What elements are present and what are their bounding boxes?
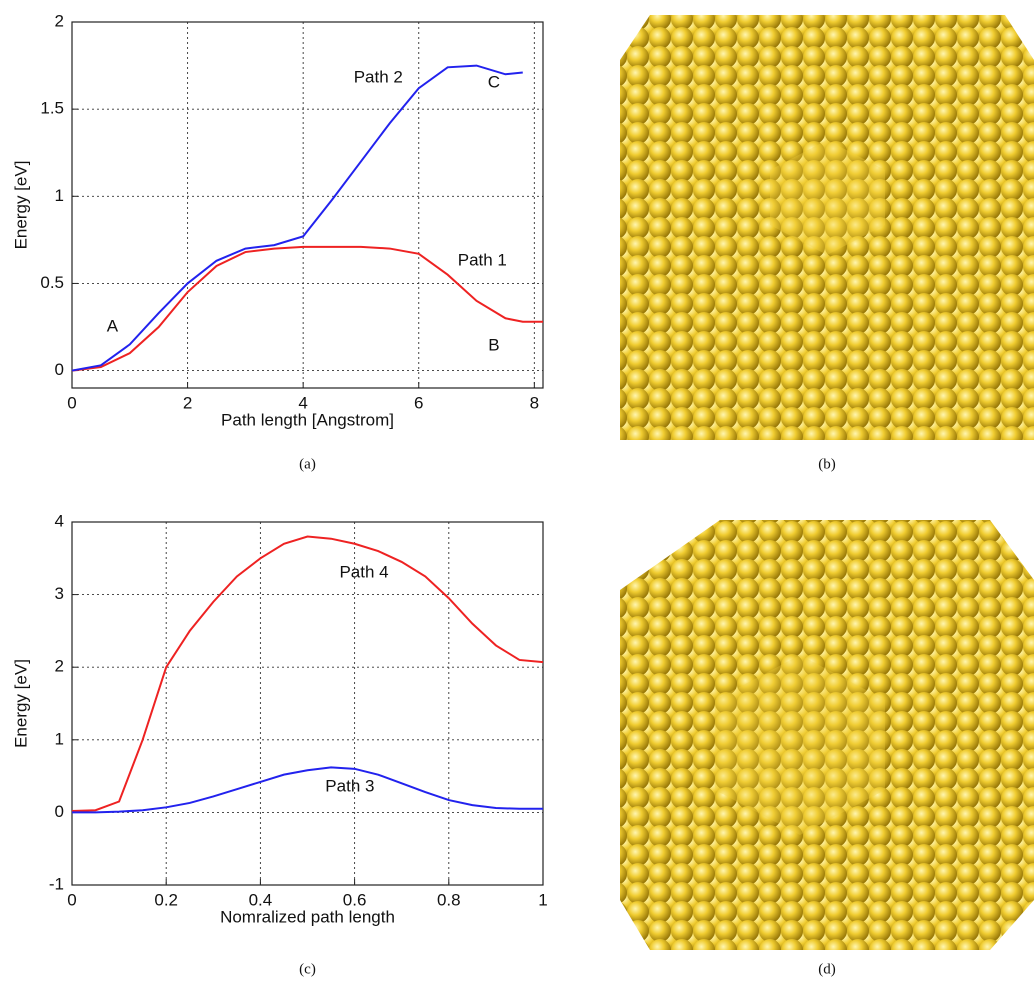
caption: (b) [818, 456, 836, 472]
y-tick-label: 0.5 [40, 273, 64, 292]
y-tick-label: 2 [55, 11, 64, 30]
x-tick-label: 8 [530, 393, 539, 412]
x-tick-label: 0.8 [437, 890, 461, 909]
line [72, 66, 523, 371]
caption: (a) [299, 456, 316, 472]
x-axis-label: Path length [Angstrom] [221, 410, 394, 429]
line [72, 767, 543, 812]
annotation: C [488, 72, 500, 91]
figure: (b) (d) 0 2 4 6 8 0 0.5 1 1.5 2 Path 2 C Path 1 A B Pat… [0, 0, 1034, 983]
y-tick-label: 4 [55, 511, 64, 530]
annotation: Path 2 [354, 67, 403, 86]
x-axis-label: Nomralized path length [220, 907, 395, 926]
y-tick-label: 1 [55, 186, 64, 205]
caption: (d) [818, 961, 836, 977]
plot-frame [72, 22, 543, 388]
annotation: Path 3 [325, 776, 374, 795]
y-tick-label: 0 [55, 360, 64, 379]
y-tick-label: 3 [55, 584, 64, 603]
y-tick-label: -1 [49, 874, 64, 893]
x-tick-label: 1 [538, 890, 547, 909]
y-tick-label: 1.5 [40, 99, 64, 118]
annotation: B [488, 336, 499, 355]
x-tick-label: 0.2 [154, 890, 178, 909]
x-tick-label: 2 [183, 393, 192, 412]
x-tick-label: 6 [414, 393, 423, 412]
plot-frame [72, 522, 543, 885]
annotation: Path 4 [339, 562, 388, 581]
y-tick-label: 1 [55, 729, 64, 748]
y-axis-label: Energy [eV] [11, 659, 30, 748]
annotation: A [107, 316, 119, 335]
y-axis-label: Energy [eV] [11, 161, 30, 250]
annotation: Path 1 [458, 250, 507, 269]
image-b [620, 15, 1034, 440]
x-tick-label: 0 [67, 393, 76, 412]
y-tick-label: 0 [55, 802, 64, 821]
y-tick-label: 2 [55, 657, 64, 676]
x-tick-label: 0 [67, 890, 76, 909]
image-d [620, 520, 1034, 950]
caption: (c) [299, 961, 316, 977]
